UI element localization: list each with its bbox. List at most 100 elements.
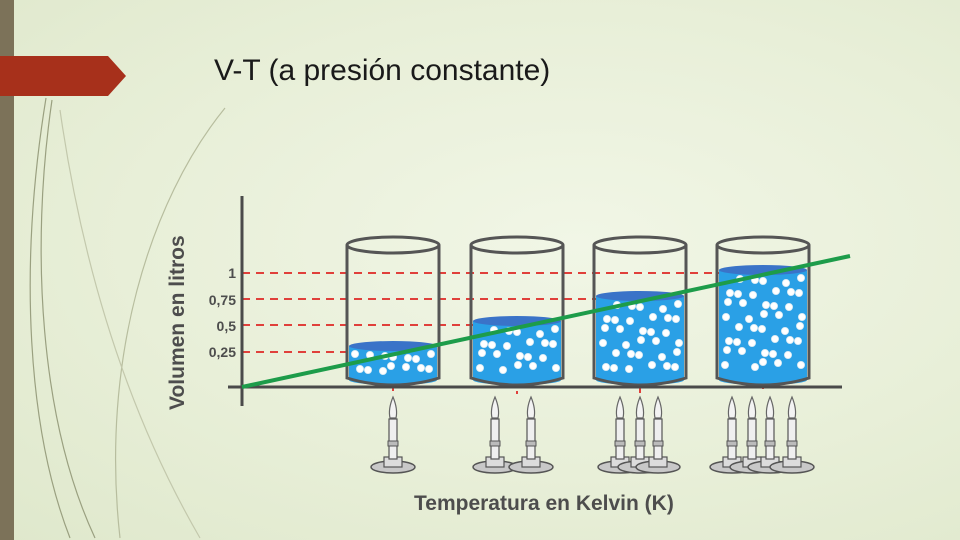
gas-particle: [649, 312, 658, 321]
burner-tube: [615, 418, 625, 460]
burner-collar: [786, 440, 798, 447]
gas-particle: [786, 335, 795, 344]
gas-particle: [771, 334, 780, 343]
gas-particle: [401, 362, 410, 371]
gas-particle: [784, 350, 793, 359]
gas-particle: [627, 349, 636, 358]
gas-particle: [502, 341, 511, 350]
container-rim: [469, 235, 565, 255]
gas-particle: [622, 340, 631, 349]
gas-particle: [411, 354, 420, 363]
gas-particle: [738, 346, 747, 355]
gas-container: [469, 235, 565, 387]
burner-flame: [490, 395, 500, 419]
burners: [370, 395, 815, 474]
container-wall: [469, 245, 565, 387]
gas-particle: [795, 288, 804, 297]
decorative-curves: [29, 97, 226, 539]
burner-flame: [747, 395, 757, 419]
gas-particle: [760, 309, 769, 318]
gas-particle: [612, 348, 621, 357]
gas-particle: [797, 273, 806, 282]
gas-particle: [636, 302, 645, 311]
gas-particle: [492, 349, 501, 358]
gas-particle: [785, 302, 794, 311]
gas-particle: [637, 335, 646, 344]
gas-particle: [350, 349, 359, 358]
bunsen-burner: [729, 395, 775, 474]
gas-particle: [672, 314, 681, 323]
gas-particle: [775, 310, 784, 319]
gas-particle: [551, 324, 560, 333]
burner-tube: [727, 418, 737, 460]
gas-particle: [552, 363, 561, 372]
gas-particle: [787, 287, 796, 296]
burner-tube: [747, 418, 757, 460]
gas-particle: [541, 338, 550, 347]
gas-particle: [524, 352, 533, 361]
gas-particle: [601, 323, 610, 332]
gas-particle: [774, 358, 783, 367]
gas-particle: [529, 361, 538, 370]
y-tick-05: 0,5: [217, 318, 237, 334]
gas-particle: [539, 353, 548, 362]
gas-particle: [794, 336, 803, 345]
gas-particle: [378, 366, 387, 375]
gas-particle: [675, 338, 684, 347]
burner-tube: [787, 418, 797, 460]
burner-flame: [635, 395, 645, 419]
gas-container: [345, 235, 441, 387]
bunsen-burner: [635, 395, 681, 474]
gas-particle: [759, 276, 768, 285]
gas-particle: [673, 347, 682, 356]
trend-line: [241, 254, 851, 389]
gas-particle: [769, 349, 778, 358]
gas-particle: [479, 339, 488, 348]
burner-flame: [787, 395, 797, 419]
bunsen-burner: [472, 395, 518, 474]
gas-particle: [722, 312, 731, 321]
slide-title: V-T (a presión constante): [214, 54, 551, 87]
gas-particle: [674, 299, 683, 308]
gas-particle: [664, 313, 673, 322]
burner-collar: [489, 440, 501, 447]
gas-particle: [616, 324, 625, 333]
container-rim: [345, 235, 441, 255]
bunsen-burner: [769, 395, 815, 474]
gas-particle: [761, 348, 770, 357]
burner-collar: [652, 440, 664, 447]
bunsen-burner: [370, 395, 416, 474]
container-wall: [592, 245, 688, 387]
gas-particle: [739, 298, 748, 307]
gas-particle: [475, 363, 484, 372]
y-tick-1: 1: [228, 265, 236, 281]
gas-particle: [726, 288, 735, 297]
bunsen-burner: [508, 395, 554, 474]
gas-particle: [796, 321, 805, 330]
burner-flame: [727, 395, 737, 419]
gas-particle: [782, 278, 791, 287]
gas-particle: [735, 322, 744, 331]
gas-particle: [635, 350, 644, 359]
gas-particle: [662, 328, 671, 337]
title-accent-arrow: [0, 56, 126, 96]
container-wall: [715, 245, 811, 387]
gas-particle: [671, 362, 680, 371]
burner-collar: [746, 440, 758, 447]
burner-tube: [526, 418, 536, 460]
gas-particle: [663, 361, 672, 370]
container-rim: [592, 235, 688, 255]
gas-particle: [526, 337, 535, 346]
gas-particle: [724, 297, 733, 306]
gas-particle: [386, 361, 395, 370]
gas-particle: [424, 364, 433, 373]
gas-particle: [723, 345, 732, 354]
y-tick-025: 0,25: [209, 344, 236, 360]
gas-particle: [602, 362, 611, 371]
gas-particle: [659, 304, 668, 313]
gas-particle: [721, 360, 730, 369]
gas-particle: [516, 351, 525, 360]
gas-particle: [733, 337, 742, 346]
burner-tube: [635, 418, 645, 460]
